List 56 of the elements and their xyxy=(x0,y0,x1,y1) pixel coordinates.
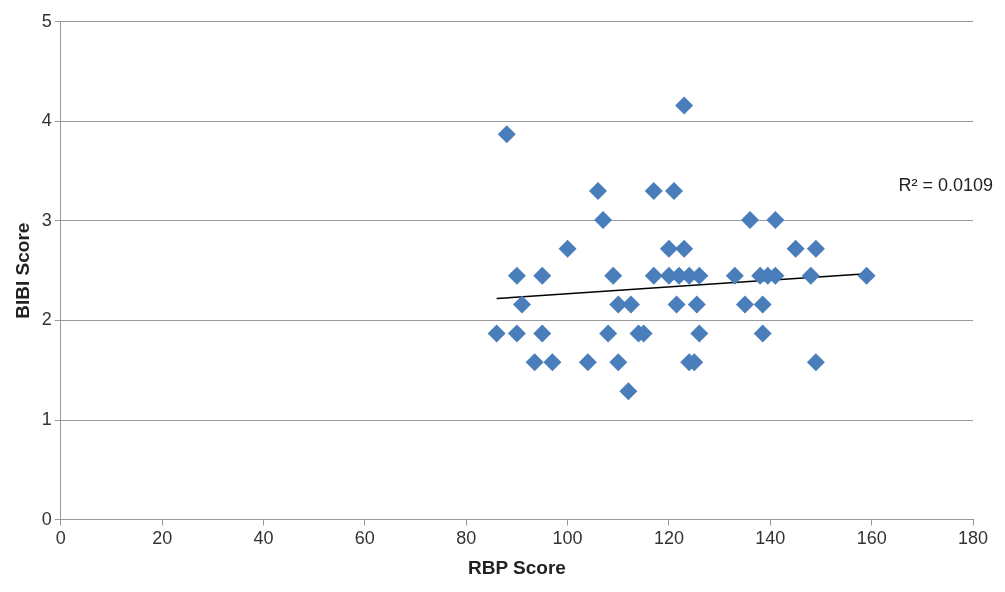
point xyxy=(507,324,526,343)
point xyxy=(675,239,694,258)
x-tick-label: 80 xyxy=(456,528,477,549)
point xyxy=(753,295,772,314)
x-axis-title: RBP Score xyxy=(467,556,566,578)
point xyxy=(588,182,607,201)
point xyxy=(578,353,597,372)
point xyxy=(675,96,694,115)
x-tick-label: 160 xyxy=(856,528,887,549)
point xyxy=(857,266,876,285)
point xyxy=(525,353,544,372)
point xyxy=(512,295,531,314)
point xyxy=(507,266,526,285)
annotation: R² = 0.0109 xyxy=(898,175,993,196)
point xyxy=(741,210,760,229)
x-tick-label: 20 xyxy=(152,528,173,549)
y-axis-title: BIBI Score xyxy=(11,222,33,319)
point xyxy=(801,266,820,285)
point xyxy=(667,295,686,314)
x-tick-label: 0 xyxy=(55,528,66,549)
y-tick-label: 4 xyxy=(41,110,52,131)
point xyxy=(599,324,618,343)
point xyxy=(594,210,613,229)
point xyxy=(665,182,684,201)
x-tick-label: 180 xyxy=(957,528,989,549)
point xyxy=(497,125,516,144)
point xyxy=(619,382,638,401)
y-tick-label: 0 xyxy=(41,508,52,529)
point xyxy=(725,266,744,285)
point xyxy=(806,239,825,258)
y-tick-label: 2 xyxy=(41,309,52,330)
point xyxy=(753,324,772,343)
point xyxy=(786,239,805,258)
x-tick-label: 120 xyxy=(653,528,684,549)
point xyxy=(644,182,663,201)
point xyxy=(543,353,562,372)
x-tick-label: 40 xyxy=(253,528,274,549)
x-tick-label: 140 xyxy=(755,528,786,549)
point xyxy=(806,353,825,372)
point xyxy=(690,324,709,343)
point xyxy=(604,266,623,285)
point xyxy=(609,353,628,372)
point xyxy=(533,266,552,285)
point xyxy=(644,266,663,285)
point xyxy=(687,295,706,314)
y-tick-label: 5 xyxy=(41,10,52,31)
point xyxy=(766,210,785,229)
point xyxy=(558,239,577,258)
point xyxy=(487,324,506,343)
x-tick-label: 60 xyxy=(354,528,375,549)
x-tick-label: 100 xyxy=(552,528,583,549)
point xyxy=(659,239,678,258)
y-tick-label: 1 xyxy=(41,409,52,430)
point xyxy=(533,324,552,343)
point xyxy=(735,295,754,314)
y-tick-label: 3 xyxy=(41,209,52,230)
